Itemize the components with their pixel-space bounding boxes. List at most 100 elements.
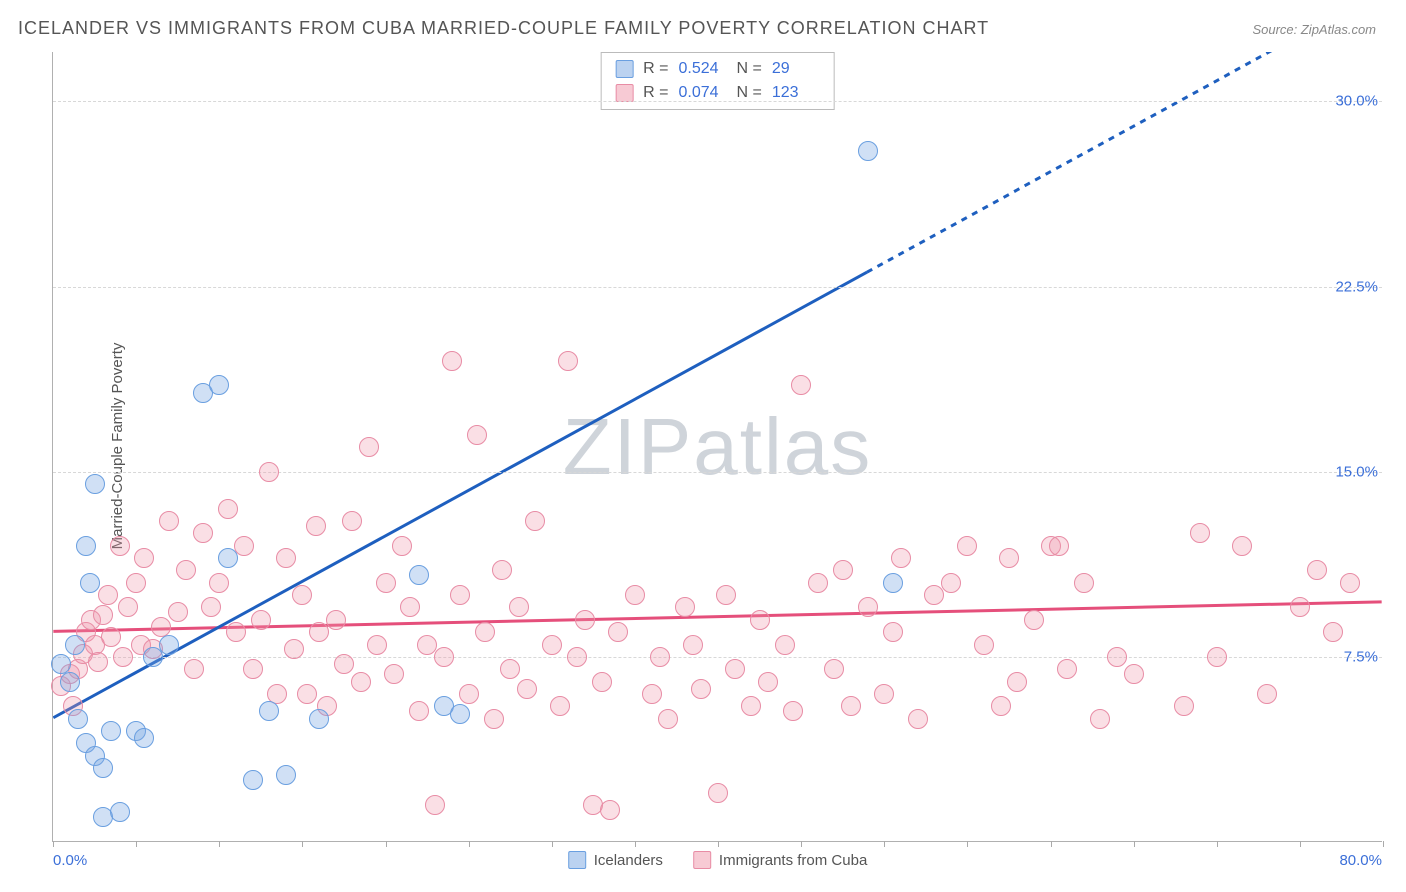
data-point <box>110 536 130 556</box>
data-point <box>243 770 263 790</box>
data-point <box>525 511 545 531</box>
ytick-label: 22.5% <box>1335 278 1378 295</box>
xtick <box>967 841 968 847</box>
data-point <box>384 664 404 684</box>
data-point <box>675 597 695 617</box>
gridline <box>53 657 1382 658</box>
data-point <box>575 610 595 630</box>
data-point <box>234 536 254 556</box>
data-point <box>1190 523 1210 543</box>
data-point <box>750 610 770 630</box>
xtick <box>136 841 137 847</box>
data-point <box>425 795 445 815</box>
data-point <box>93 758 113 778</box>
data-point <box>110 802 130 822</box>
data-point <box>824 659 844 679</box>
data-point <box>159 635 179 655</box>
data-point <box>218 548 238 568</box>
data-point <box>309 709 329 729</box>
data-point <box>85 474 105 494</box>
data-point <box>642 684 662 704</box>
data-point <box>218 499 238 519</box>
data-point <box>708 783 728 803</box>
data-point <box>409 701 429 721</box>
data-point <box>1290 597 1310 617</box>
data-point <box>88 652 108 672</box>
data-point <box>113 647 133 667</box>
swatch-pink <box>615 84 633 102</box>
data-point <box>1232 536 1252 556</box>
data-point <box>101 721 121 741</box>
data-point <box>758 672 778 692</box>
data-point <box>80 573 100 593</box>
data-point <box>791 375 811 395</box>
data-point <box>500 659 520 679</box>
data-point <box>101 627 121 647</box>
data-point <box>492 560 512 580</box>
data-point <box>459 684 479 704</box>
data-point <box>883 622 903 642</box>
swatch-blue-icon <box>568 851 586 869</box>
data-point <box>858 597 878 617</box>
data-point <box>76 536 96 556</box>
data-point <box>716 585 736 605</box>
watermark: ZIPatlas <box>563 401 872 493</box>
gridline <box>53 472 1382 473</box>
data-point <box>891 548 911 568</box>
data-point <box>858 141 878 161</box>
data-point <box>783 701 803 721</box>
xtick-label-right: 80.0% <box>1339 852 1382 869</box>
legend-item-pink: Immigrants from Cuba <box>693 851 867 869</box>
data-point <box>775 635 795 655</box>
data-point <box>284 639 304 659</box>
data-point <box>1207 647 1227 667</box>
data-point <box>309 622 329 642</box>
xtick <box>219 841 220 847</box>
r-val-blue: 0.524 <box>679 57 727 81</box>
plot-area: ZIPatlas R = 0.524 N = 29 R = 0.074 N = … <box>52 52 1382 842</box>
data-point <box>306 516 326 536</box>
data-point <box>176 560 196 580</box>
data-point <box>68 709 88 729</box>
data-point <box>201 597 221 617</box>
source-label: Source: ZipAtlas.com <box>1252 22 1376 37</box>
data-point <box>65 635 85 655</box>
data-point <box>1107 647 1127 667</box>
ytick-label: 15.0% <box>1335 463 1378 480</box>
data-point <box>434 647 454 667</box>
data-point <box>93 605 113 625</box>
data-point <box>808 573 828 593</box>
data-point <box>1124 664 1144 684</box>
data-point <box>974 635 994 655</box>
legend-pink-label: Immigrants from Cuba <box>719 852 867 869</box>
swatch-pink-icon <box>693 851 711 869</box>
data-point <box>484 709 504 729</box>
legend-item-blue: Icelanders <box>568 851 663 869</box>
data-point <box>1049 536 1069 556</box>
xtick <box>1134 841 1135 847</box>
data-point <box>1323 622 1343 642</box>
data-point <box>625 585 645 605</box>
data-point <box>376 573 396 593</box>
chart-title: ICELANDER VS IMMIGRANTS FROM CUBA MARRIE… <box>18 18 989 39</box>
data-point <box>1257 684 1277 704</box>
data-point <box>874 684 894 704</box>
data-point <box>509 597 529 617</box>
data-point <box>392 536 412 556</box>
data-point <box>193 523 213 543</box>
data-point <box>475 622 495 642</box>
ytick-label: 7.5% <box>1344 648 1378 665</box>
xtick <box>1051 841 1052 847</box>
data-point <box>98 585 118 605</box>
xtick <box>1217 841 1218 847</box>
swatch-blue <box>615 60 633 78</box>
xtick <box>801 841 802 847</box>
trend-lines <box>53 52 1382 841</box>
data-point <box>1090 709 1110 729</box>
data-point <box>1057 659 1077 679</box>
data-point <box>442 351 462 371</box>
data-point <box>367 635 387 655</box>
data-point <box>259 701 279 721</box>
data-point <box>1307 560 1327 580</box>
data-point <box>608 622 628 642</box>
